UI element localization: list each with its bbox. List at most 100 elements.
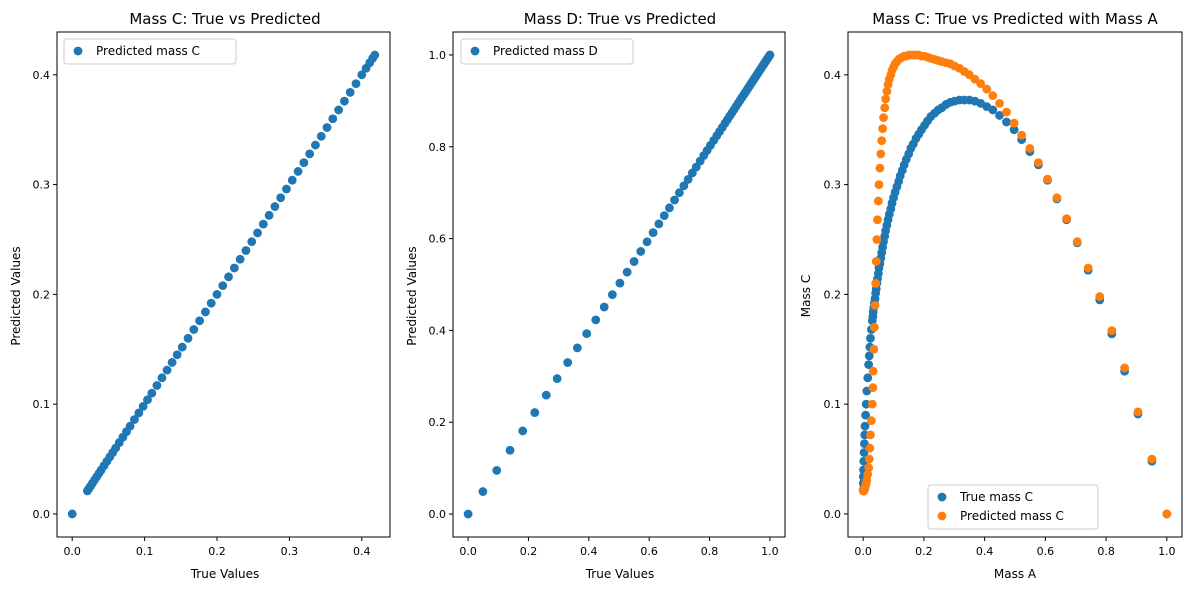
data-point	[282, 184, 291, 194]
x-tick-label: 0.4	[976, 545, 994, 558]
data-point	[599, 302, 609, 312]
data-point	[876, 149, 886, 159]
data-point	[218, 281, 228, 290]
subplot-mass-d-true-vs-predicted: Mass D: True vs Predicted True Values Pr…	[405, 10, 786, 581]
data-point	[177, 342, 187, 352]
y-axis-label: Predicted Values	[9, 246, 23, 345]
data-point	[189, 325, 199, 334]
x-tick-label: 0.0	[63, 545, 81, 558]
y-tick-label: 0.4	[33, 69, 51, 82]
data-point	[172, 350, 182, 360]
plot-frame	[56, 31, 391, 538]
data-point	[505, 445, 515, 455]
data-point	[1162, 509, 1172, 519]
data-point	[264, 210, 274, 220]
data-point	[865, 443, 875, 453]
data-point	[563, 358, 573, 367]
data-point	[670, 195, 679, 205]
y-tick-label: 1.0	[429, 49, 447, 62]
x-axis-label: True Values	[585, 567, 655, 581]
data-point	[858, 486, 868, 496]
x-tick-label: 0.6	[1037, 545, 1055, 558]
data-point	[872, 235, 882, 244]
data-point	[879, 113, 888, 123]
y-tick-label: 0.3	[33, 179, 51, 192]
subplot-mass-c-with-mass-a: Mass C: True vs Predicted with Mass A Ma…	[799, 10, 1183, 581]
x-tick-label: 0.0	[854, 545, 872, 558]
data-point	[864, 454, 874, 464]
data-point	[1017, 130, 1027, 140]
data-point	[492, 466, 502, 475]
data-point	[1072, 237, 1082, 247]
data-point	[582, 329, 592, 339]
x-tick-label: 0.0	[459, 545, 477, 558]
data-point	[212, 289, 222, 299]
data-point	[995, 111, 1004, 120]
data-point	[1025, 143, 1035, 153]
data-point	[868, 383, 878, 393]
data-point	[1133, 407, 1143, 417]
data-point	[615, 278, 625, 288]
y-tick-label: 0.4	[824, 69, 842, 82]
plot-frame	[847, 31, 1183, 538]
subplot-title: Mass D: True vs Predicted	[524, 10, 716, 28]
data-point	[659, 211, 669, 221]
data-point	[864, 360, 874, 370]
data-point	[1083, 263, 1093, 273]
data-point	[339, 96, 349, 106]
y-tick-label: 0.0	[429, 508, 447, 521]
legend-marker	[937, 492, 947, 502]
data-point	[351, 79, 361, 88]
data-point	[883, 80, 893, 90]
data-point	[871, 257, 881, 266]
data-point	[67, 509, 77, 519]
y-tick-label: 0.4	[429, 324, 447, 337]
data-point	[875, 163, 885, 173]
data-point	[1147, 454, 1157, 464]
data-point	[877, 136, 887, 146]
data-point	[654, 219, 664, 229]
x-tick-label: 0.8	[1097, 545, 1115, 558]
data-point	[607, 290, 617, 299]
subplot-title: Mass C: True vs Predicted with Mass A	[872, 10, 1158, 28]
data-point	[1033, 158, 1043, 168]
data-point	[305, 149, 315, 159]
data-points	[463, 50, 775, 519]
data-point	[229, 263, 239, 273]
data-point	[995, 98, 1004, 108]
x-tick-label: 0.2	[520, 545, 538, 558]
data-point	[138, 401, 148, 411]
data-point	[864, 463, 874, 473]
data-points	[67, 50, 380, 519]
data-point	[870, 322, 879, 332]
data-point	[287, 175, 297, 185]
data-point	[552, 374, 562, 384]
data-point	[167, 358, 177, 367]
data-point	[871, 279, 881, 288]
legend-box	[927, 484, 1099, 530]
data-point	[861, 399, 871, 409]
x-tick-label: 1.0	[1158, 545, 1176, 558]
data-point	[866, 430, 875, 440]
data-point	[683, 174, 693, 184]
data-point	[988, 91, 998, 101]
data-point	[316, 131, 326, 141]
data-point	[206, 298, 216, 308]
data-point	[629, 257, 639, 266]
data-point	[152, 381, 162, 390]
data-point	[311, 140, 320, 150]
data-point	[642, 237, 652, 247]
data-point	[224, 272, 233, 282]
data-point	[866, 333, 875, 343]
data-points	[858, 50, 1172, 519]
data-point	[463, 509, 473, 519]
data-point	[162, 365, 172, 375]
data-point	[867, 399, 877, 409]
data-point	[293, 167, 303, 176]
x-tick-label: 0.2	[915, 545, 933, 558]
data-point	[334, 105, 344, 115]
x-tick-label: 0.3	[281, 545, 299, 558]
data-point	[299, 158, 309, 168]
legend-label: Predicted mass C	[960, 509, 1064, 523]
